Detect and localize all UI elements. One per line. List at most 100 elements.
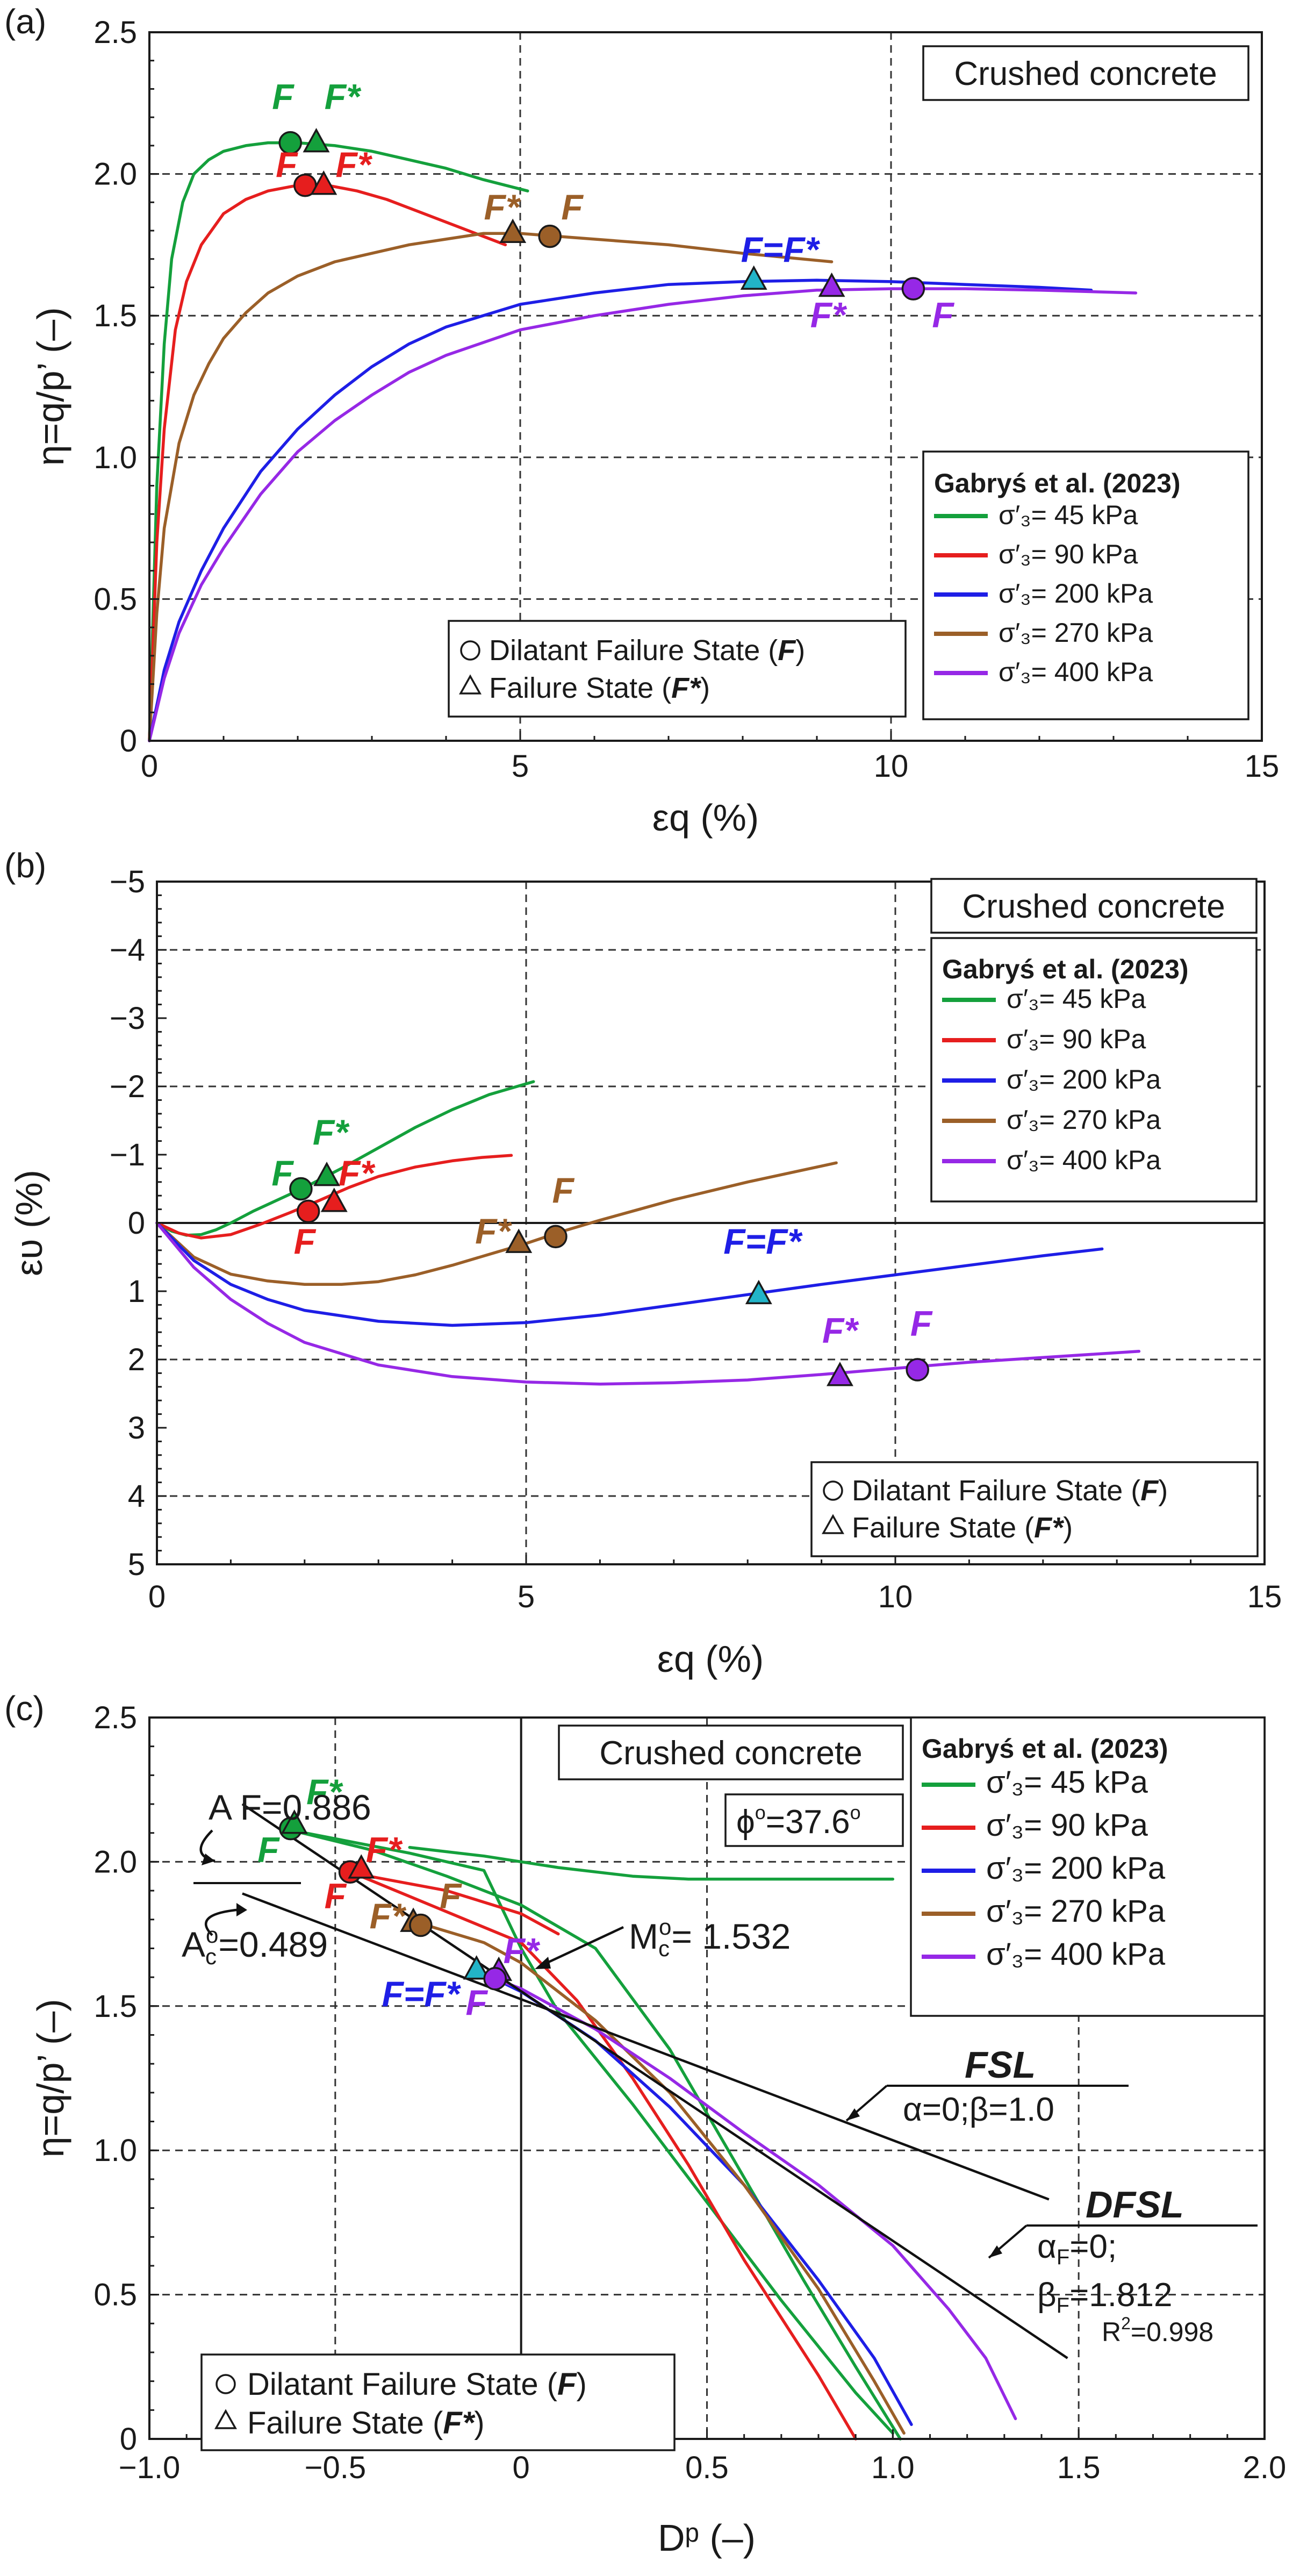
point-label: F* [325, 76, 362, 116]
dilatant-legend-text: Dilatant Failure State (F) [852, 1475, 1168, 1507]
x-tick-label: 15 [1247, 1579, 1282, 1614]
panel-a-legend-source: Gabryś et al. (2023) [934, 468, 1181, 498]
point-label: F [932, 295, 954, 334]
panel-b-material-box [930, 878, 1258, 934]
dfsl-label: DFSL [1086, 2184, 1184, 2226]
dilatant-legend-text: Dilatant Failure State (F) [247, 2367, 587, 2402]
point-label: F* [822, 1310, 859, 1350]
y-tick-label: −1 [110, 1137, 145, 1172]
y-tick-label: 0 [128, 1206, 145, 1241]
point-label: F* [339, 1153, 376, 1193]
x-tick-label: 10 [874, 749, 909, 784]
series-line-s400 [155, 1221, 1141, 1386]
af-annotation-text: A F=0.886 [209, 1787, 371, 1827]
phi-annotation: ϕo=37.6o [736, 1801, 861, 1841]
triangle-marker-icon [822, 1514, 844, 1534]
point-label: F [552, 1170, 575, 1210]
panel-b-material-label: Crushed concrete [962, 888, 1225, 925]
failure-legend-text: Failure State (F*) [852, 1512, 1073, 1544]
dfsl-beta: βF=1.812 [1037, 2277, 1172, 2317]
failure-point-circle [409, 1913, 433, 1937]
point-label: F [271, 1153, 294, 1193]
y-tick-label: 2.5 [94, 1700, 137, 1735]
triangle-marker-icon [459, 674, 482, 695]
y-tick-label: 4 [128, 1479, 145, 1514]
panel-a-material-box [922, 45, 1249, 101]
point-label: F [257, 1829, 280, 1869]
panel-a-material-label: Crushed concrete [954, 55, 1217, 92]
y-tick-label: 2.5 [94, 15, 137, 50]
failure-legend-text: Failure State (F*) [489, 672, 710, 704]
point-label: F [294, 1221, 317, 1261]
fsl-label: FSL [965, 2044, 1036, 2086]
series-line-s200 [155, 1221, 1104, 1327]
legend-label-s90: σ′₃= 90 kPa [1007, 1024, 1146, 1054]
circle-marker-icon [216, 2374, 236, 2394]
y-tick-label: 0.5 [94, 582, 137, 617]
failure-point-triangle [745, 1279, 772, 1305]
x-tick-label: −1.0 [119, 2450, 181, 2485]
dfsl-alpha: αF=0; [1037, 2228, 1117, 2269]
y-tick-label: 1.5 [94, 1989, 137, 2024]
point-label: F* [484, 187, 521, 227]
reference-line-dfsl [241, 1803, 1068, 2359]
legend-label-s270: σ′₃= 270 kPa [999, 618, 1153, 648]
phi-box [724, 1793, 904, 1847]
dfsl-r2: R2=0.998 [1102, 2314, 1213, 2347]
failure-point-triangle [348, 1854, 375, 1879]
circle-marker-icon [823, 1480, 843, 1501]
y-tick-label: 1.0 [94, 2133, 137, 2168]
legend-label-s90: σ′₃= 90 kPa [999, 539, 1138, 569]
panel-c-material-label: Crushed concrete [599, 1735, 862, 1772]
panel-c-label: (c) [4, 1689, 45, 1728]
series-line-s45 [289, 1828, 895, 2435]
point-label: F=F* [741, 230, 821, 269]
failure-point-circle [538, 224, 562, 248]
point-label: F* [306, 1772, 343, 1812]
y-tick-label: 0 [120, 2422, 137, 2457]
point-label: F [440, 1876, 462, 1915]
y-tick-label: 3 [128, 1411, 145, 1446]
y-tick-label: 1 [128, 1274, 145, 1309]
dfsl-annotation: DFSL αF=0; βF=1.812 R2=0.998 [988, 2184, 1258, 2347]
failure-point-triangle [499, 218, 527, 244]
point-label: F* [370, 1896, 407, 1936]
failure-point-circle [906, 1358, 929, 1382]
y-tick-label: 2.0 [94, 1844, 137, 1879]
y-tick-label: 1.5 [94, 298, 137, 333]
failure-point-triangle [826, 1362, 853, 1386]
failure-point-triangle [320, 1187, 348, 1212]
point-label: F* [810, 295, 847, 334]
fsl-params: α=0;β=1.0 [903, 2091, 1054, 2128]
legend-label-s200: σ′₃= 200 kPa [1007, 1064, 1161, 1094]
ac-arrow [205, 1908, 242, 1936]
point-label: F [325, 1876, 347, 1915]
series-line-s45 [148, 141, 529, 742]
legend-label-s270: σ′₃= 270 kPa [1007, 1105, 1161, 1135]
y-tick-label: 2.0 [94, 157, 137, 192]
legend-label-s90: σ′₃= 90 kPa [986, 1808, 1148, 1843]
series-line-s90 [155, 1154, 513, 1240]
failure-point-triangle [463, 1955, 490, 1980]
point-label: F [466, 1983, 489, 2022]
legend-label-s45: σ′₃= 45 kPa [986, 1765, 1148, 1800]
mc-arrow [542, 1926, 624, 1966]
mc-annotation-text: Mco= 1.532 [629, 1914, 791, 1961]
series-line-s270 [155, 1161, 838, 1286]
series-line-s400 [490, 1976, 1017, 2421]
failure-point-triangle [281, 1809, 308, 1834]
panel-c-marker-legend: Dilatant Failure State (F) Failure State… [200, 2353, 676, 2451]
legend-label-s400: σ′₃= 400 kPa [986, 1937, 1166, 1972]
series-line-s270 [415, 1921, 906, 2435]
x-tick-label: −0.5 [305, 2450, 367, 2485]
failure-point-triangle [310, 170, 337, 195]
y-tick-label: −3 [110, 1001, 145, 1036]
failure-point-circle [296, 1199, 320, 1223]
legend-label-s270: σ′₃= 270 kPa [986, 1894, 1166, 1929]
panel-c-xlabel: Dᵖ (–) [658, 2517, 756, 2559]
panel-b-xlabel: εq (%) [657, 1638, 764, 1680]
point-label: F=F* [723, 1221, 803, 1261]
failure-point-circle [278, 131, 302, 155]
legend-label-s400: σ′₃= 400 kPa [999, 657, 1153, 687]
